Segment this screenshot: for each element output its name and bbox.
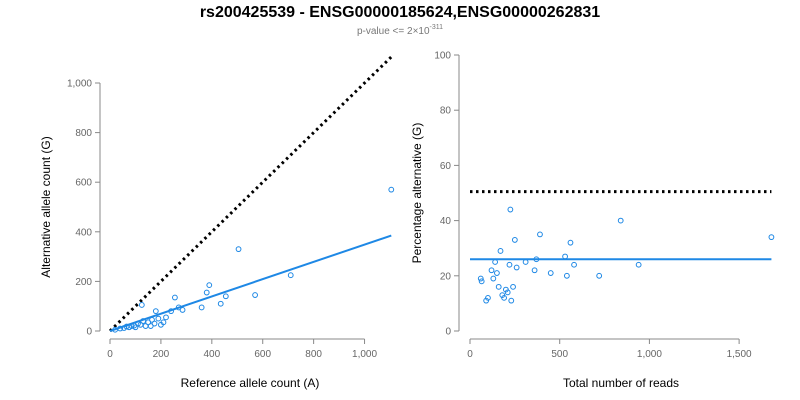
data-point — [128, 323, 135, 329]
x-tick-label: 1,000 — [637, 349, 662, 360]
figure-subtitle: p-value <= 2×10-311 — [357, 24, 443, 37]
y-tick-label: 100 — [434, 51, 451, 62]
y-tick-label: 80 — [440, 106, 452, 117]
y-tick-label: 200 — [75, 277, 92, 288]
data-point — [168, 308, 174, 315]
data-point — [152, 308, 159, 315]
y-tick-label: 60 — [440, 161, 452, 172]
x-tick-label: 0 — [467, 349, 473, 360]
data-point — [513, 264, 520, 271]
y-tick-label: 20 — [440, 271, 452, 282]
y-axis-label: Percentage alternative (G) — [410, 123, 424, 264]
data-point — [522, 259, 529, 265]
data-point — [488, 267, 495, 274]
data-point — [510, 283, 516, 290]
data-point — [494, 270, 500, 276]
x-tick-label: 1,500 — [727, 349, 752, 360]
y-tick-label: 0 — [445, 327, 451, 338]
data-point — [497, 248, 504, 254]
left-scatter-panel: 0 200 400 600 800 1,000 0 200 400 600 800 1,000 Refe… — [39, 55, 395, 390]
y-axis-label: Alternative allele count (G) — [39, 136, 53, 277]
data-point — [151, 320, 158, 327]
data-point — [172, 294, 178, 301]
data-point — [547, 270, 554, 276]
data-point — [511, 237, 518, 243]
data-point — [203, 289, 210, 296]
data-point — [485, 294, 491, 301]
data-point — [508, 297, 515, 304]
data-point — [501, 294, 507, 301]
data-point — [179, 307, 186, 313]
figure-title: rs200425539 - ENSG00000185624,ENSG000002… — [200, 4, 600, 21]
y-tick-label: 40 — [440, 216, 452, 227]
data-point — [504, 289, 511, 296]
y-tick-label: 0 — [86, 327, 92, 338]
subtitle-exponent: -311 — [430, 24, 444, 31]
data-point — [235, 246, 242, 253]
x-tick-label: 0 — [107, 349, 113, 360]
data-point — [617, 217, 624, 224]
reference-line — [108, 55, 393, 333]
x-axis-label: Total number of reads — [563, 376, 679, 390]
data-point — [562, 253, 568, 260]
data-point — [160, 319, 167, 326]
y-tick-label: 400 — [75, 227, 92, 238]
data-point — [140, 318, 146, 324]
data-point — [198, 304, 205, 311]
data-point — [478, 278, 485, 285]
data-point — [563, 272, 570, 279]
data-point — [495, 283, 502, 290]
subtitle-prefix: p-value <= 2×10 — [357, 26, 430, 37]
y-tick-label: 1,000 — [67, 79, 92, 90]
data-point — [506, 261, 513, 268]
data-point — [217, 300, 224, 307]
data-point — [768, 234, 775, 241]
x-tick-label: 1,000 — [352, 349, 377, 360]
data-point — [252, 292, 258, 298]
data-point — [490, 275, 497, 282]
data-point — [507, 206, 514, 213]
data-point — [567, 239, 574, 246]
data-point — [533, 256, 540, 263]
data-point — [117, 325, 124, 332]
data-point — [287, 272, 294, 279]
data-point — [635, 261, 642, 268]
x-axis-label: Reference allele count (A) — [181, 376, 320, 390]
data-point — [596, 272, 603, 279]
x-tick-label: 600 — [254, 349, 271, 360]
fit-line — [109, 234, 392, 332]
data-point — [163, 314, 169, 321]
right-scatter-panel: 0 500 1,000 1,500 0 20 40 60 80 100 Total number o… — [410, 51, 775, 390]
data-point — [571, 261, 577, 268]
data-point — [531, 267, 538, 274]
x-tick-label: 400 — [203, 349, 220, 360]
y-tick-label: 800 — [75, 128, 92, 139]
data-point — [206, 282, 213, 289]
x-tick-label: 500 — [551, 349, 568, 360]
x-tick-label: 800 — [305, 349, 322, 360]
data-point — [155, 315, 162, 322]
data-point — [138, 302, 145, 308]
data-point — [492, 259, 499, 265]
data-point — [388, 186, 395, 193]
y-tick-label: 600 — [75, 178, 92, 189]
data-point — [222, 293, 229, 300]
x-tick-label: 200 — [153, 349, 170, 360]
data-point — [537, 231, 543, 238]
data-point — [112, 326, 118, 333]
data-point — [477, 275, 484, 282]
